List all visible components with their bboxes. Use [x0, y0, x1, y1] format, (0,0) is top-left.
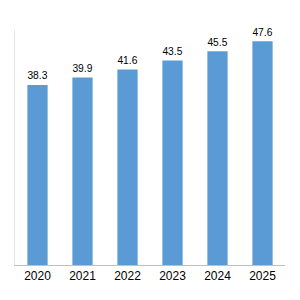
svg-text:45.5: 45.5: [207, 37, 227, 48]
svg-text:2024: 2024: [204, 269, 231, 283]
svg-text:41.6: 41.6: [117, 55, 137, 66]
svg-text:43.5: 43.5: [162, 46, 182, 57]
svg-text:47.6: 47.6: [252, 27, 272, 38]
svg-text:2021: 2021: [69, 269, 96, 283]
svg-text:2020: 2020: [24, 269, 51, 283]
svg-text:39.9: 39.9: [72, 63, 92, 74]
svg-text:2022: 2022: [114, 269, 141, 283]
svg-text:2023: 2023: [159, 269, 186, 283]
svg-text:38.3: 38.3: [27, 70, 47, 81]
svg-text:2025: 2025: [249, 269, 276, 283]
